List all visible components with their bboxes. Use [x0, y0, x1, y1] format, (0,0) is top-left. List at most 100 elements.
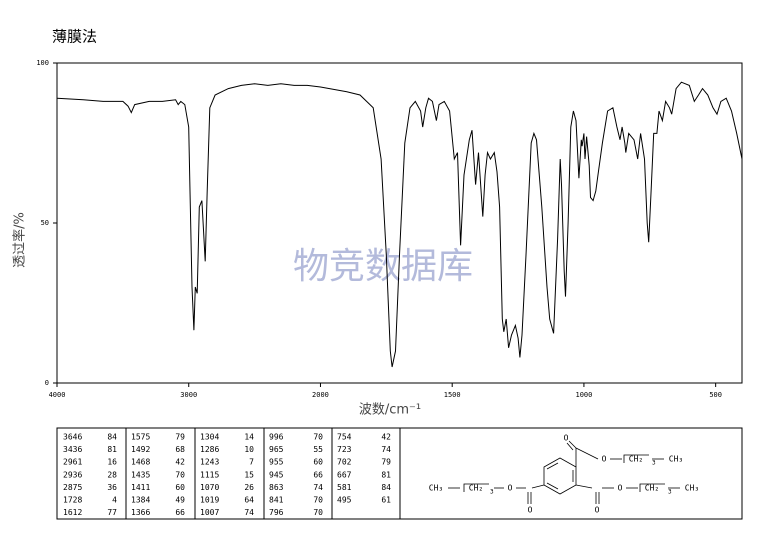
- atom-label: O: [595, 506, 600, 515]
- peak-transmittance: 61: [381, 496, 391, 505]
- peak-wavenumber: 1115: [200, 470, 219, 479]
- peak-wavenumber: 1575: [131, 433, 150, 442]
- peak-wavenumber: 1007: [200, 508, 219, 517]
- peak-wavenumber: 1612: [63, 508, 82, 517]
- peak-wavenumber: 1286: [200, 445, 219, 454]
- peak-transmittance: 70: [313, 508, 323, 517]
- structure-labels: O O CH₂ 3 CH₃ O O CH₂ 3 CH₃ O O CH₂ 3 CH…: [429, 434, 699, 515]
- watermark: 物竞数据库: [293, 246, 473, 287]
- peak-transmittance: 4: [112, 496, 117, 505]
- peak-wavenumber: 667: [337, 470, 352, 479]
- peak-transmittance: 70: [175, 470, 185, 479]
- peak-transmittance: 81: [381, 470, 391, 479]
- peak-transmittance: 42: [381, 433, 391, 442]
- peak-wavenumber: 2961: [63, 458, 82, 467]
- peak-wavenumber: 1384: [131, 496, 150, 505]
- peak-wavenumber: 1411: [131, 483, 150, 492]
- peak-wavenumber: 702: [337, 458, 352, 467]
- peak-wavenumber: 841: [269, 496, 284, 505]
- atom-label: O: [508, 484, 513, 493]
- peak-wavenumber: 863: [269, 483, 284, 492]
- y-axis-label: 透过率/%: [12, 212, 28, 268]
- peak-transmittance: 81: [107, 445, 117, 454]
- peak-transmittance: 70: [313, 496, 323, 505]
- x-tick-label: 500: [709, 391, 722, 399]
- peak-wavenumber: 2875: [63, 483, 82, 492]
- peak-transmittance: 60: [175, 483, 185, 492]
- atom-label: CH₃: [429, 484, 443, 493]
- peak-transmittance: 68: [175, 445, 185, 454]
- atom-label: CH₃: [685, 484, 699, 493]
- peak-transmittance: 66: [175, 508, 185, 517]
- peak-transmittance: 79: [381, 458, 391, 467]
- peak-transmittance: 84: [107, 433, 117, 442]
- peak-wavenumber: 1435: [131, 470, 150, 479]
- peak-wavenumber: 1243: [200, 458, 219, 467]
- x-tick-label: 4000: [49, 391, 66, 399]
- peak-wavenumber: 3436: [63, 445, 82, 454]
- peak-wavenumber: 1019: [200, 496, 219, 505]
- peak-wavenumber: 1070: [200, 483, 219, 492]
- peak-wavenumber: 495: [337, 496, 352, 505]
- atom-label: 3: [490, 489, 494, 496]
- peak-transmittance: 26: [244, 483, 254, 492]
- peak-wavenumber: 723: [337, 445, 352, 454]
- peak-wavenumber: 996: [269, 433, 284, 442]
- x-axis-label: 波数/cm⁻¹: [359, 403, 421, 418]
- peak-wavenumber: 796: [269, 508, 284, 517]
- structure-bonds: [448, 440, 680, 504]
- chart-title: 薄膜法: [52, 28, 97, 46]
- peak-transmittance: 15: [244, 470, 254, 479]
- peak-transmittance: 55: [313, 445, 323, 454]
- peak-wavenumber: 965: [269, 445, 284, 454]
- x-tick-label: 1500: [444, 391, 461, 399]
- table-dividers: [125, 428, 401, 519]
- atom-label: O: [528, 506, 533, 515]
- atom-label: O: [564, 434, 569, 443]
- peak-transmittance: 60: [313, 458, 323, 467]
- peak-wavenumber: 1366: [131, 508, 150, 517]
- peak-transmittance: 66: [313, 470, 323, 479]
- peak-wavenumber: 3646: [63, 433, 82, 442]
- peak-transmittance: 42: [175, 458, 185, 467]
- atom-label: 3: [652, 460, 656, 467]
- atom-label: CH₂: [629, 455, 643, 464]
- atom-label: O: [602, 455, 607, 464]
- peak-wavenumber: 1304: [200, 433, 219, 442]
- atom-label: CH₂: [469, 484, 483, 493]
- peak-wavenumber: 2936: [63, 470, 82, 479]
- spectrum-line: [56, 81, 743, 368]
- peak-transmittance: 36: [107, 483, 117, 492]
- y-tick-label: 100: [36, 59, 49, 67]
- x-tick-label: 1000: [575, 391, 592, 399]
- peak-wavenumber: 955: [269, 458, 284, 467]
- peak-transmittance: 84: [381, 483, 391, 492]
- peak-transmittance: 74: [244, 508, 254, 517]
- peak-transmittance: 7: [249, 458, 254, 467]
- peak-wavenumber: 754: [337, 433, 352, 442]
- y-tick-label: 50: [41, 219, 49, 227]
- peak-transmittance: 16: [107, 458, 117, 467]
- atom-label: CH₃: [669, 455, 683, 464]
- peak-wavenumber: 1468: [131, 458, 150, 467]
- atom-label: CH₂: [645, 484, 659, 493]
- peak-transmittance: 74: [381, 445, 391, 454]
- atom-label: 3: [668, 489, 672, 496]
- peak-wavenumber: 1492: [131, 445, 150, 454]
- peak-transmittance: 64: [244, 496, 254, 505]
- plot-frame: [56, 62, 743, 384]
- peak-transmittance: 74: [313, 483, 323, 492]
- peak-transmittance: 49: [175, 496, 185, 505]
- peak-transmittance: 79: [175, 433, 185, 442]
- x-tick-label: 2000: [312, 391, 329, 399]
- atom-label: O: [618, 484, 623, 493]
- peak-wavenumber: 945: [269, 470, 284, 479]
- peak-transmittance: 28: [107, 470, 117, 479]
- peak-wavenumber: 581: [337, 483, 352, 492]
- y-tick-label: 0: [45, 379, 49, 387]
- peak-transmittance: 77: [107, 508, 117, 517]
- peak-transmittance: 10: [244, 445, 254, 454]
- peak-transmittance: 70: [313, 433, 323, 442]
- x-tick-label: 3000: [180, 391, 197, 399]
